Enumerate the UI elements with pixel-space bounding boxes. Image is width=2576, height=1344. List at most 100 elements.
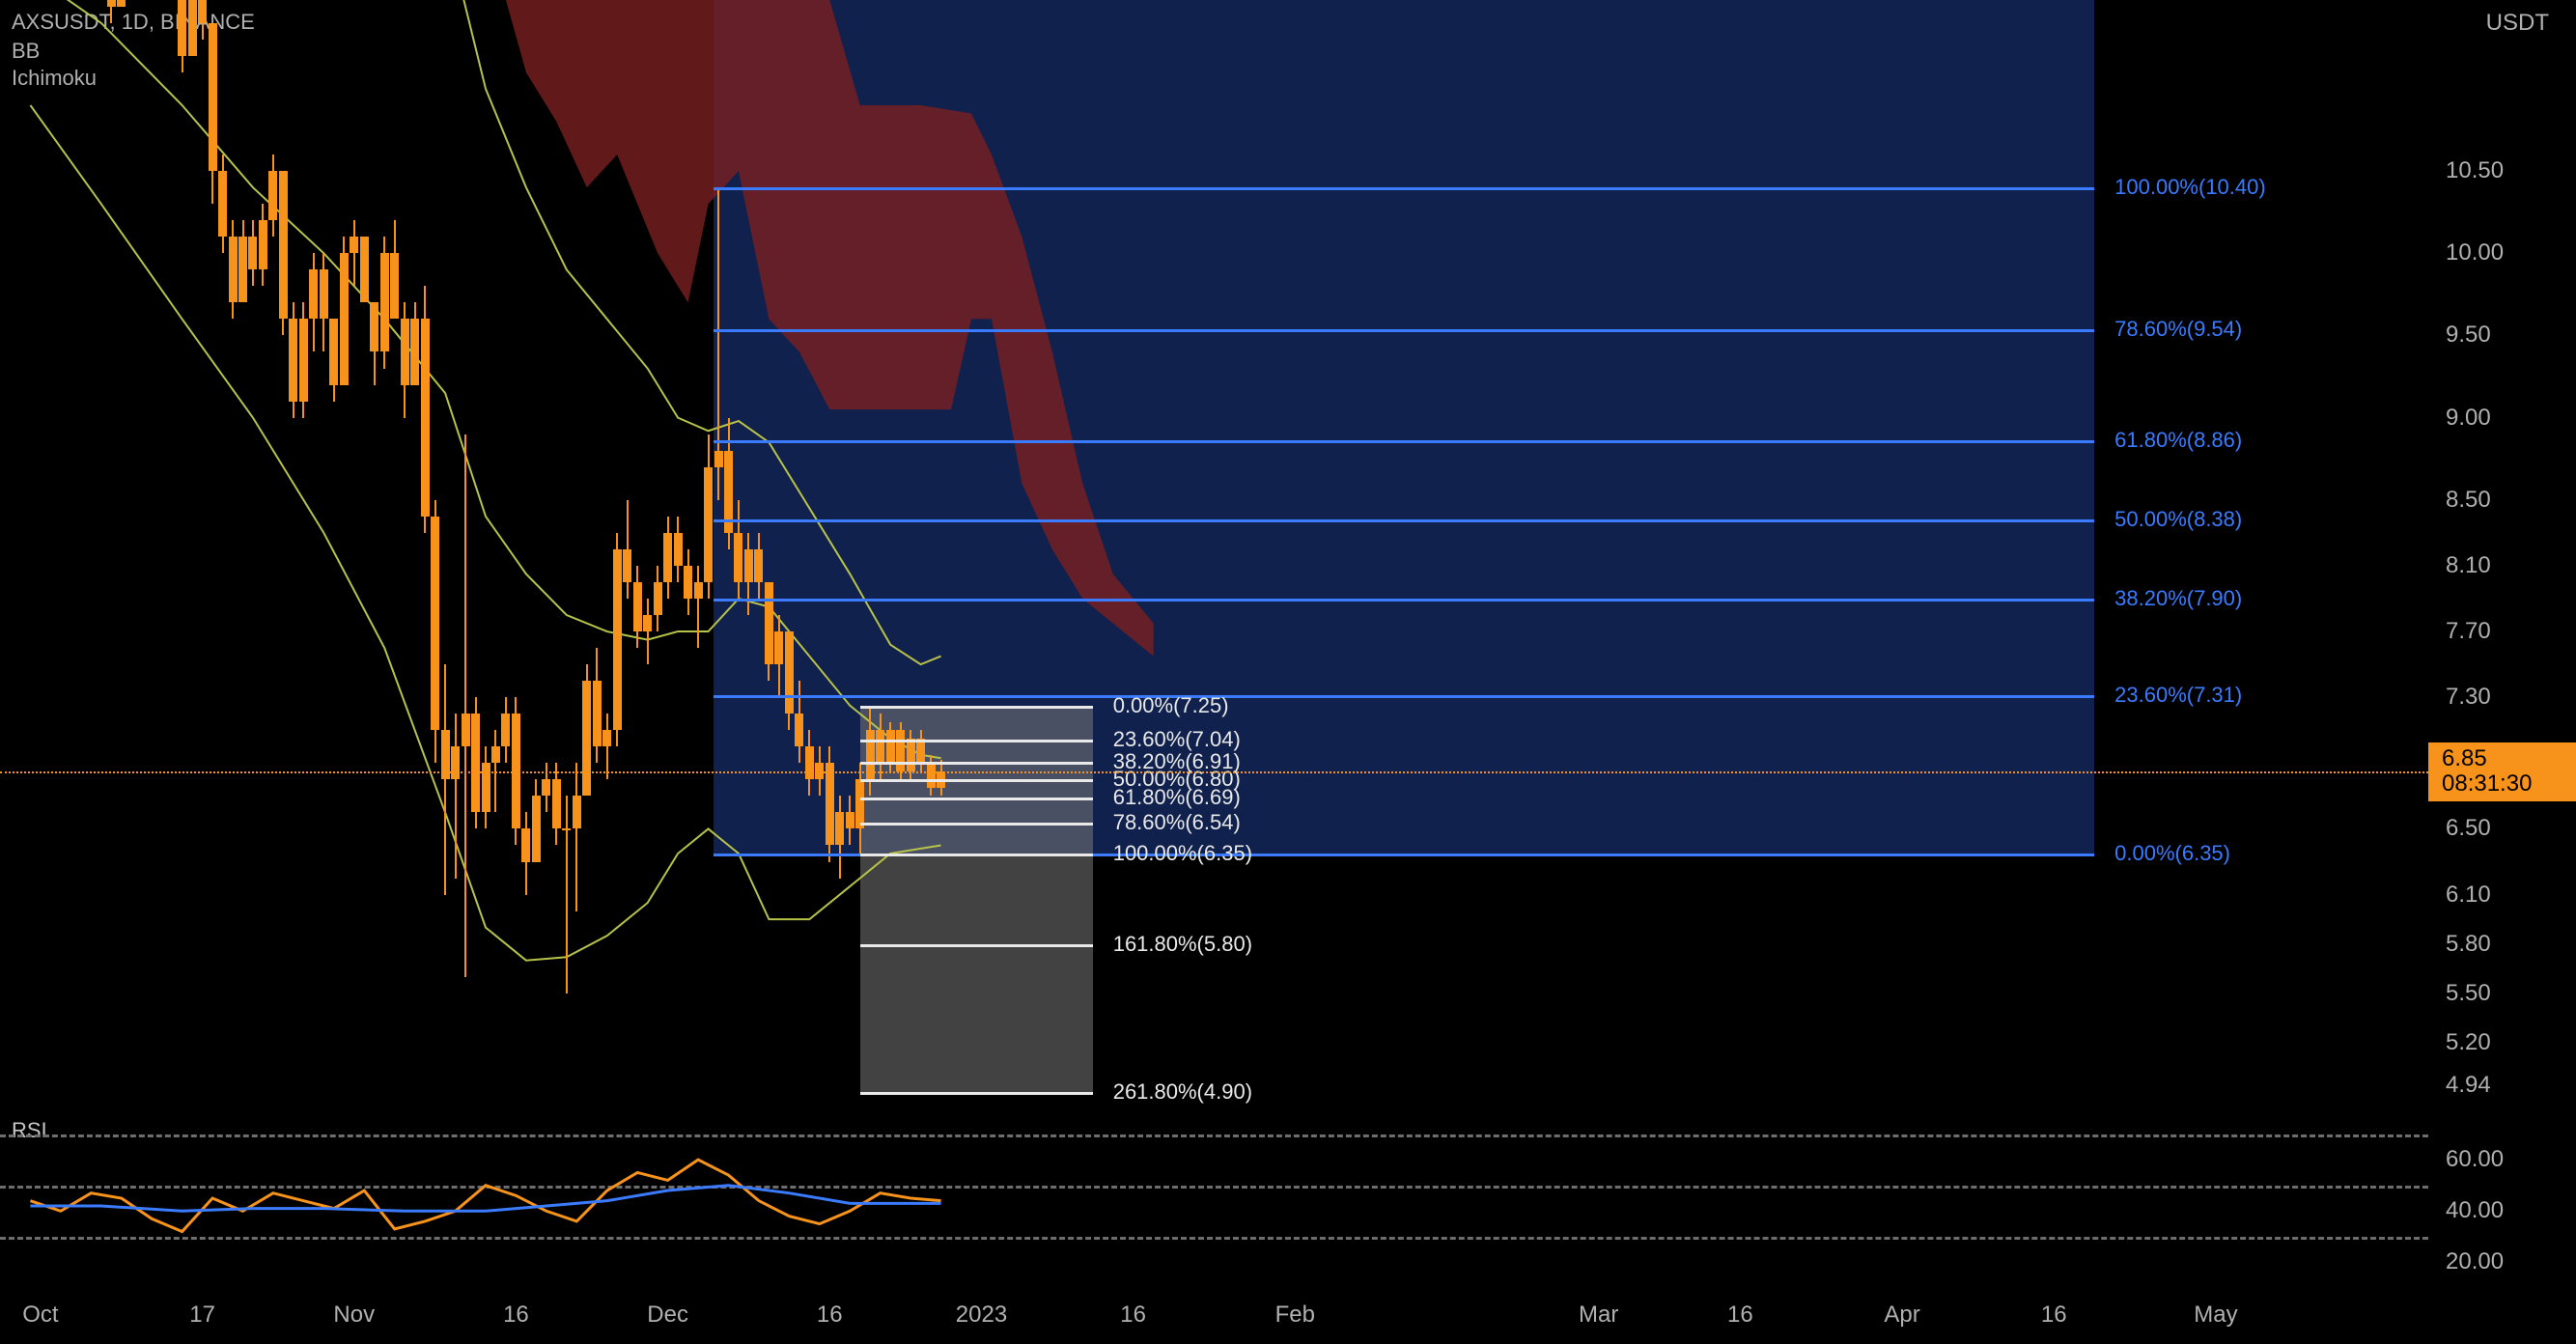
candle-body — [704, 467, 713, 582]
x-tick: 16 — [503, 1302, 529, 1329]
y-tick: 4.94 — [2446, 1072, 2491, 1099]
fib-line — [714, 599, 2094, 602]
symbol-label: AXSUSDT, 1D, BINANCE — [12, 10, 255, 35]
x-tick: 16 — [817, 1302, 843, 1329]
x-tick: 16 — [1120, 1302, 1146, 1329]
fib-label: 0.00%(7.25) — [1113, 693, 1229, 718]
fib-label: 161.80%(5.80) — [1113, 932, 1252, 957]
y-tick: 5.50 — [2446, 980, 2491, 1007]
candle-body — [886, 730, 895, 763]
fib-label: 38.20%(7.90) — [2114, 586, 2242, 611]
y-tick: 6.10 — [2446, 882, 2491, 909]
fib-label: 78.60%(9.54) — [2114, 317, 2242, 342]
candle-body — [774, 631, 783, 664]
x-tick: Mar — [1579, 1302, 1618, 1329]
fib-line — [860, 854, 1093, 856]
rsi-axis[interactable]: 60.0040.0020.00 — [2428, 1108, 2576, 1288]
rsi-tick: 40.00 — [2446, 1197, 2504, 1224]
last-price-line — [0, 771, 2428, 773]
fib-line — [860, 798, 1093, 800]
rsi-pane[interactable]: RSI — [0, 1108, 2428, 1288]
candle-body — [209, 23, 217, 171]
candle-body — [188, 0, 197, 56]
x-tick: May — [2194, 1302, 2237, 1329]
fib-line — [860, 740, 1093, 742]
candle-body — [765, 582, 773, 664]
fib-label: 23.60%(7.31) — [2114, 683, 2242, 708]
candle-body — [329, 319, 338, 384]
candle-wick — [606, 714, 608, 779]
candle-body — [198, 0, 207, 23]
x-tick: Oct — [22, 1302, 58, 1329]
candle-body — [654, 582, 662, 615]
candle-body — [229, 237, 238, 302]
y-tick: 5.80 — [2446, 931, 2491, 958]
candle-body — [178, 0, 186, 56]
candle-body — [684, 566, 692, 599]
candle-body — [593, 681, 602, 746]
x-tick: 2023 — [956, 1302, 1007, 1329]
fib-line — [860, 944, 1093, 947]
price-axis[interactable]: USDT 6.8508:31:3010.5010.009.509.008.508… — [2428, 0, 2576, 1108]
x-tick: 16 — [1727, 1302, 1753, 1329]
candle-body — [451, 746, 460, 779]
candle-body — [248, 237, 257, 269]
candle-body — [268, 171, 277, 220]
fib-line — [714, 440, 2094, 443]
candle-body — [927, 763, 936, 788]
candle-body — [552, 779, 561, 828]
candle-body — [370, 302, 378, 351]
candle-wick — [566, 796, 568, 993]
y-axis-unit: USDT — [2486, 10, 2549, 37]
candle-body — [462, 714, 470, 746]
candle-body — [582, 681, 591, 796]
x-tick: 16 — [2041, 1302, 2067, 1329]
candle-body — [674, 533, 683, 566]
candle-body — [350, 237, 358, 253]
fib-label: 0.00%(6.35) — [2114, 841, 2230, 866]
candle-body — [835, 812, 844, 845]
candle-wick — [575, 763, 577, 910]
y-tick: 8.50 — [2446, 487, 2491, 514]
candle-body — [734, 533, 742, 582]
indicator-ichimoku: Ichimoku — [12, 66, 97, 91]
fib-line — [860, 706, 1093, 709]
main-chart-pane[interactable]: AXSUSDT, 1D, BINANCE BB Ichimoku 100.00%… — [0, 0, 2428, 1108]
fib-line — [714, 329, 2094, 332]
fib-line — [714, 187, 2094, 190]
rsi-band — [0, 1186, 2428, 1189]
candle-body — [826, 763, 834, 845]
candle-body — [795, 714, 803, 746]
candle-body — [876, 730, 884, 763]
fib-line — [860, 1092, 1093, 1095]
candle-body — [785, 631, 794, 714]
candle-body — [279, 171, 288, 319]
candle-body — [117, 0, 126, 7]
last-price-box: 6.8508:31:30 — [2428, 742, 2576, 801]
fib-label: 61.80%(8.86) — [2114, 428, 2242, 453]
candle-wick — [353, 220, 355, 286]
fib-label: 100.00%(10.40) — [2114, 175, 2266, 200]
candle-wick — [697, 566, 699, 648]
indicator-bb: BB — [12, 39, 40, 64]
candle-wick — [455, 714, 457, 878]
candle-body — [663, 533, 672, 582]
candle-body — [299, 319, 308, 401]
x-tick: Nov — [333, 1302, 375, 1329]
candle-body — [754, 549, 763, 582]
candle-body — [846, 812, 854, 828]
candle-body — [896, 730, 905, 771]
candle-body — [410, 319, 419, 384]
candle-body — [907, 739, 915, 771]
rsi-band — [0, 1134, 2428, 1137]
candle-body — [309, 269, 318, 319]
candle-body — [805, 746, 814, 779]
candle-body — [623, 549, 631, 582]
candle-body — [501, 714, 510, 746]
candle-body — [714, 451, 723, 467]
candle-body — [259, 220, 267, 269]
candle-body — [431, 517, 439, 730]
candle-body — [602, 730, 611, 746]
time-axis[interactable]: Oct17Nov16Dec16202316FebMar16Apr16May — [0, 1288, 2576, 1344]
candle-body — [401, 319, 409, 384]
